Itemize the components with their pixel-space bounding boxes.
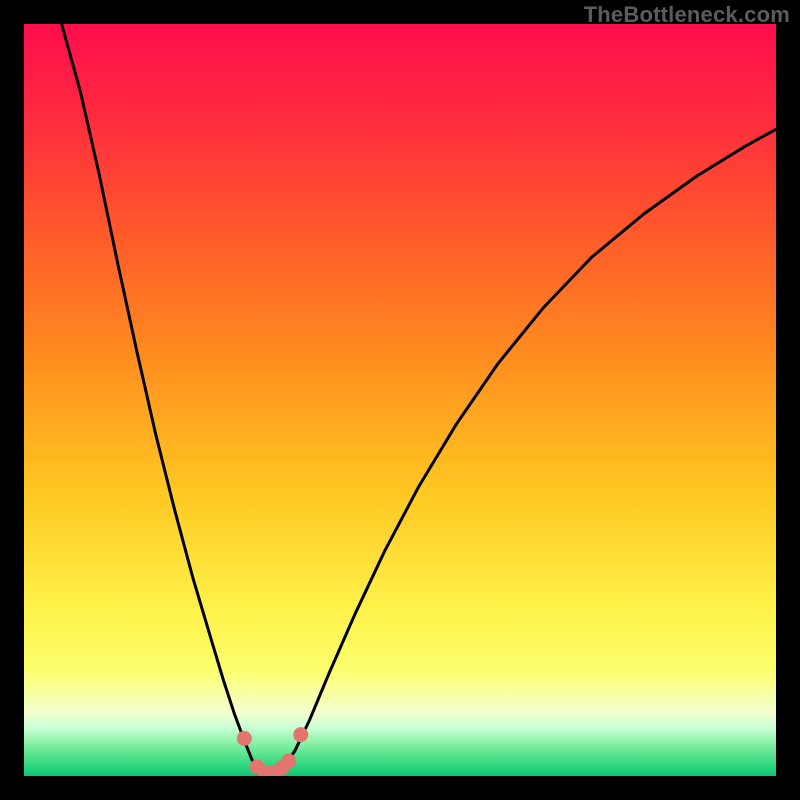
marker-dot <box>281 753 296 768</box>
marker-dot <box>293 727 308 742</box>
watermark-text: TheBottleneck.com <box>584 2 790 28</box>
plot-area <box>24 24 776 776</box>
frame-border-bottom <box>0 776 800 800</box>
marker-dots <box>24 24 776 776</box>
frame-border-right <box>776 0 800 800</box>
marker-dot <box>237 731 252 746</box>
frame-border-left <box>0 0 24 800</box>
